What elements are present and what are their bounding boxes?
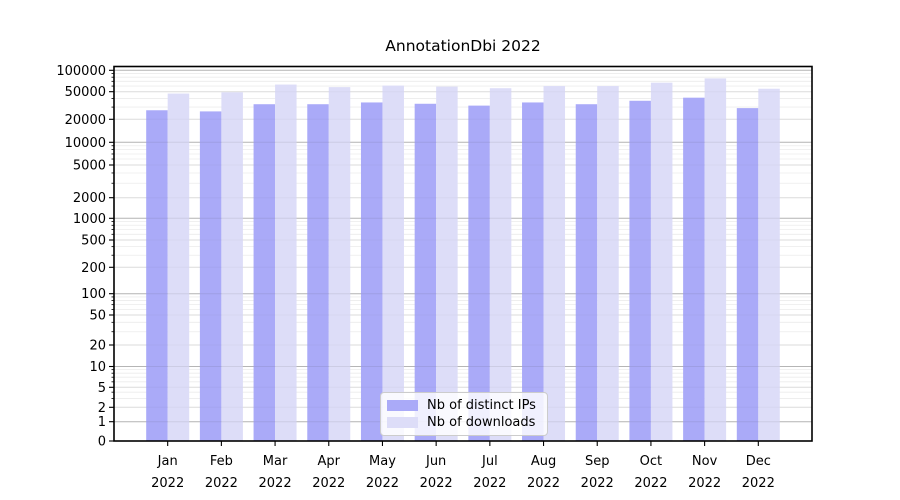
- bar-aug-downloads: [543, 86, 566, 442]
- y-tick-label: 1: [98, 415, 106, 430]
- bar-feb-distinct-ips: [199, 111, 222, 441]
- y-tick-label: 10: [89, 360, 106, 375]
- x-tick-label-month: Jul: [481, 454, 498, 469]
- y-tick-label: 200: [81, 261, 106, 276]
- chart-title: AnnotationDbi 2022: [385, 37, 541, 55]
- x-tick-label-year: 2022: [151, 476, 184, 491]
- y-tick-label: 1000: [73, 212, 106, 227]
- y-tick-label: 5: [98, 381, 106, 396]
- bar-nov-downloads: [704, 78, 727, 441]
- x-tick-label-year: 2022: [312, 476, 345, 491]
- y-tick-label: 20: [89, 339, 106, 354]
- bar-aug-distinct-ips: [522, 102, 544, 441]
- x-tick-label-month: Apr: [318, 454, 341, 469]
- bar-mar-downloads: [275, 84, 297, 442]
- legend-label-downloads: Nb of downloads: [427, 415, 536, 430]
- legend-item-downloads: Nb of downloads: [387, 415, 541, 430]
- bar-sep-distinct-ips: [575, 104, 598, 441]
- y-tick-label: 0: [98, 435, 106, 450]
- y-tick-label: 500: [81, 234, 106, 249]
- x-tick-label-month: Sep: [585, 454, 610, 469]
- bar-may-distinct-ips: [360, 102, 383, 441]
- bar-jul-downloads: [489, 88, 512, 442]
- bar-oct-downloads: [650, 82, 673, 441]
- bar-jan-downloads: [167, 93, 190, 441]
- x-tick-label-year: 2022: [366, 476, 399, 491]
- bar-jan-distinct-ips: [146, 110, 168, 442]
- x-tick-label-year: 2022: [473, 476, 506, 491]
- x-tick-label-year: 2022: [742, 476, 775, 491]
- x-tick-label-month: Feb: [210, 454, 233, 469]
- legend-item-distinct-ips: Nb of distinct IPs: [387, 398, 541, 413]
- legend-swatch-downloads: [387, 417, 418, 428]
- bar-sep-downloads: [597, 86, 619, 442]
- y-tick-label: 5000: [73, 159, 106, 174]
- x-tick-label-month: Oct: [640, 454, 662, 469]
- y-tick-label: 50: [89, 309, 106, 324]
- bar-jul-distinct-ips: [468, 105, 490, 441]
- x-tick-label-year: 2022: [420, 476, 453, 491]
- x-tick-label-year: 2022: [688, 476, 721, 491]
- bar-feb-downloads: [221, 92, 243, 441]
- x-tick-label-year: 2022: [259, 476, 292, 491]
- bar-apr-downloads: [328, 87, 351, 441]
- bar-oct-distinct-ips: [629, 100, 651, 442]
- x-tick-label-month: Mar: [263, 454, 288, 469]
- bar-dec-distinct-ips: [736, 108, 759, 441]
- x-tick-label-month: Aug: [531, 454, 556, 469]
- y-tick-label: 2: [98, 401, 106, 416]
- legend: Nb of distinct IPs Nb of downloads: [380, 392, 548, 436]
- x-tick-label-year: 2022: [205, 476, 238, 491]
- y-tick-label: 10000: [65, 136, 106, 151]
- bar-jun-downloads: [436, 86, 458, 441]
- y-tick-label: 2000: [73, 191, 106, 206]
- bar-apr-distinct-ips: [307, 104, 329, 441]
- y-tick-label: 20000: [65, 113, 106, 128]
- x-tick-label-year: 2022: [634, 476, 667, 491]
- x-tick-label-month: May: [369, 454, 396, 469]
- x-tick-label-month: Nov: [692, 454, 718, 469]
- x-tick-label-month: Dec: [746, 454, 771, 469]
- y-tick-label: 50000: [65, 85, 106, 100]
- legend-label-distinct-ips: Nb of distinct IPs: [427, 398, 536, 413]
- bar-nov-distinct-ips: [683, 97, 705, 442]
- y-tick-label: 100000: [56, 64, 106, 79]
- axes-spines: [113, 65, 813, 442]
- x-tick-label-month: Jan: [157, 454, 178, 469]
- bar-jun-distinct-ips: [414, 103, 437, 441]
- bar-may-downloads: [382, 85, 404, 442]
- legend-swatch-distinct-ips: [387, 400, 418, 411]
- bar-mar-distinct-ips: [253, 104, 276, 441]
- x-tick-label-year: 2022: [527, 476, 560, 491]
- x-tick-label-year: 2022: [581, 476, 614, 491]
- x-tick-label-month: Jun: [425, 454, 446, 469]
- y-tick-label: 100: [81, 287, 106, 302]
- bar-dec-downloads: [758, 88, 780, 442]
